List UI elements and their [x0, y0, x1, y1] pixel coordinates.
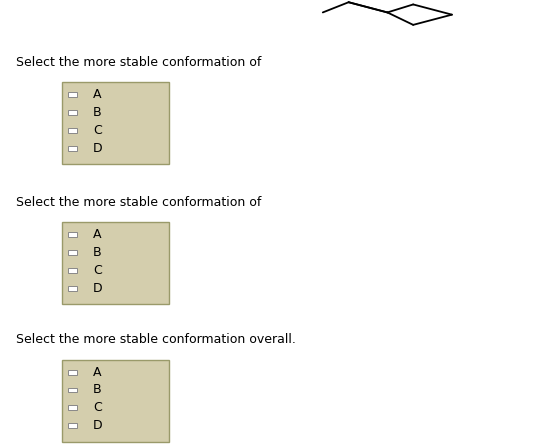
Text: C: C: [93, 124, 102, 137]
Bar: [62, 360, 169, 442]
Text: D: D: [93, 419, 103, 432]
Bar: [62, 82, 169, 164]
Text: C: C: [93, 401, 102, 414]
Bar: [68, 370, 77, 375]
Text: B: B: [93, 106, 102, 119]
Text: Select the more stable conformation of: Select the more stable conformation of: [16, 196, 266, 209]
Bar: [62, 222, 169, 304]
Text: D: D: [93, 142, 103, 155]
Bar: [68, 92, 77, 97]
Bar: [68, 232, 77, 237]
Bar: [68, 388, 77, 392]
Text: A: A: [93, 88, 102, 101]
Text: B: B: [93, 384, 102, 396]
Bar: [68, 285, 77, 290]
Text: A: A: [93, 366, 102, 379]
Bar: [68, 250, 77, 255]
Bar: [68, 268, 77, 273]
Bar: [68, 110, 77, 115]
Bar: [68, 423, 77, 428]
Text: C: C: [93, 264, 102, 277]
Text: Select the more stable conformation of: Select the more stable conformation of: [16, 56, 266, 69]
Text: B: B: [93, 246, 102, 259]
Bar: [68, 405, 77, 410]
Bar: [68, 128, 77, 133]
Bar: [68, 146, 77, 151]
Text: D: D: [93, 281, 103, 294]
Text: Select the more stable conformation overall.: Select the more stable conformation over…: [16, 333, 296, 346]
Text: A: A: [93, 228, 102, 241]
